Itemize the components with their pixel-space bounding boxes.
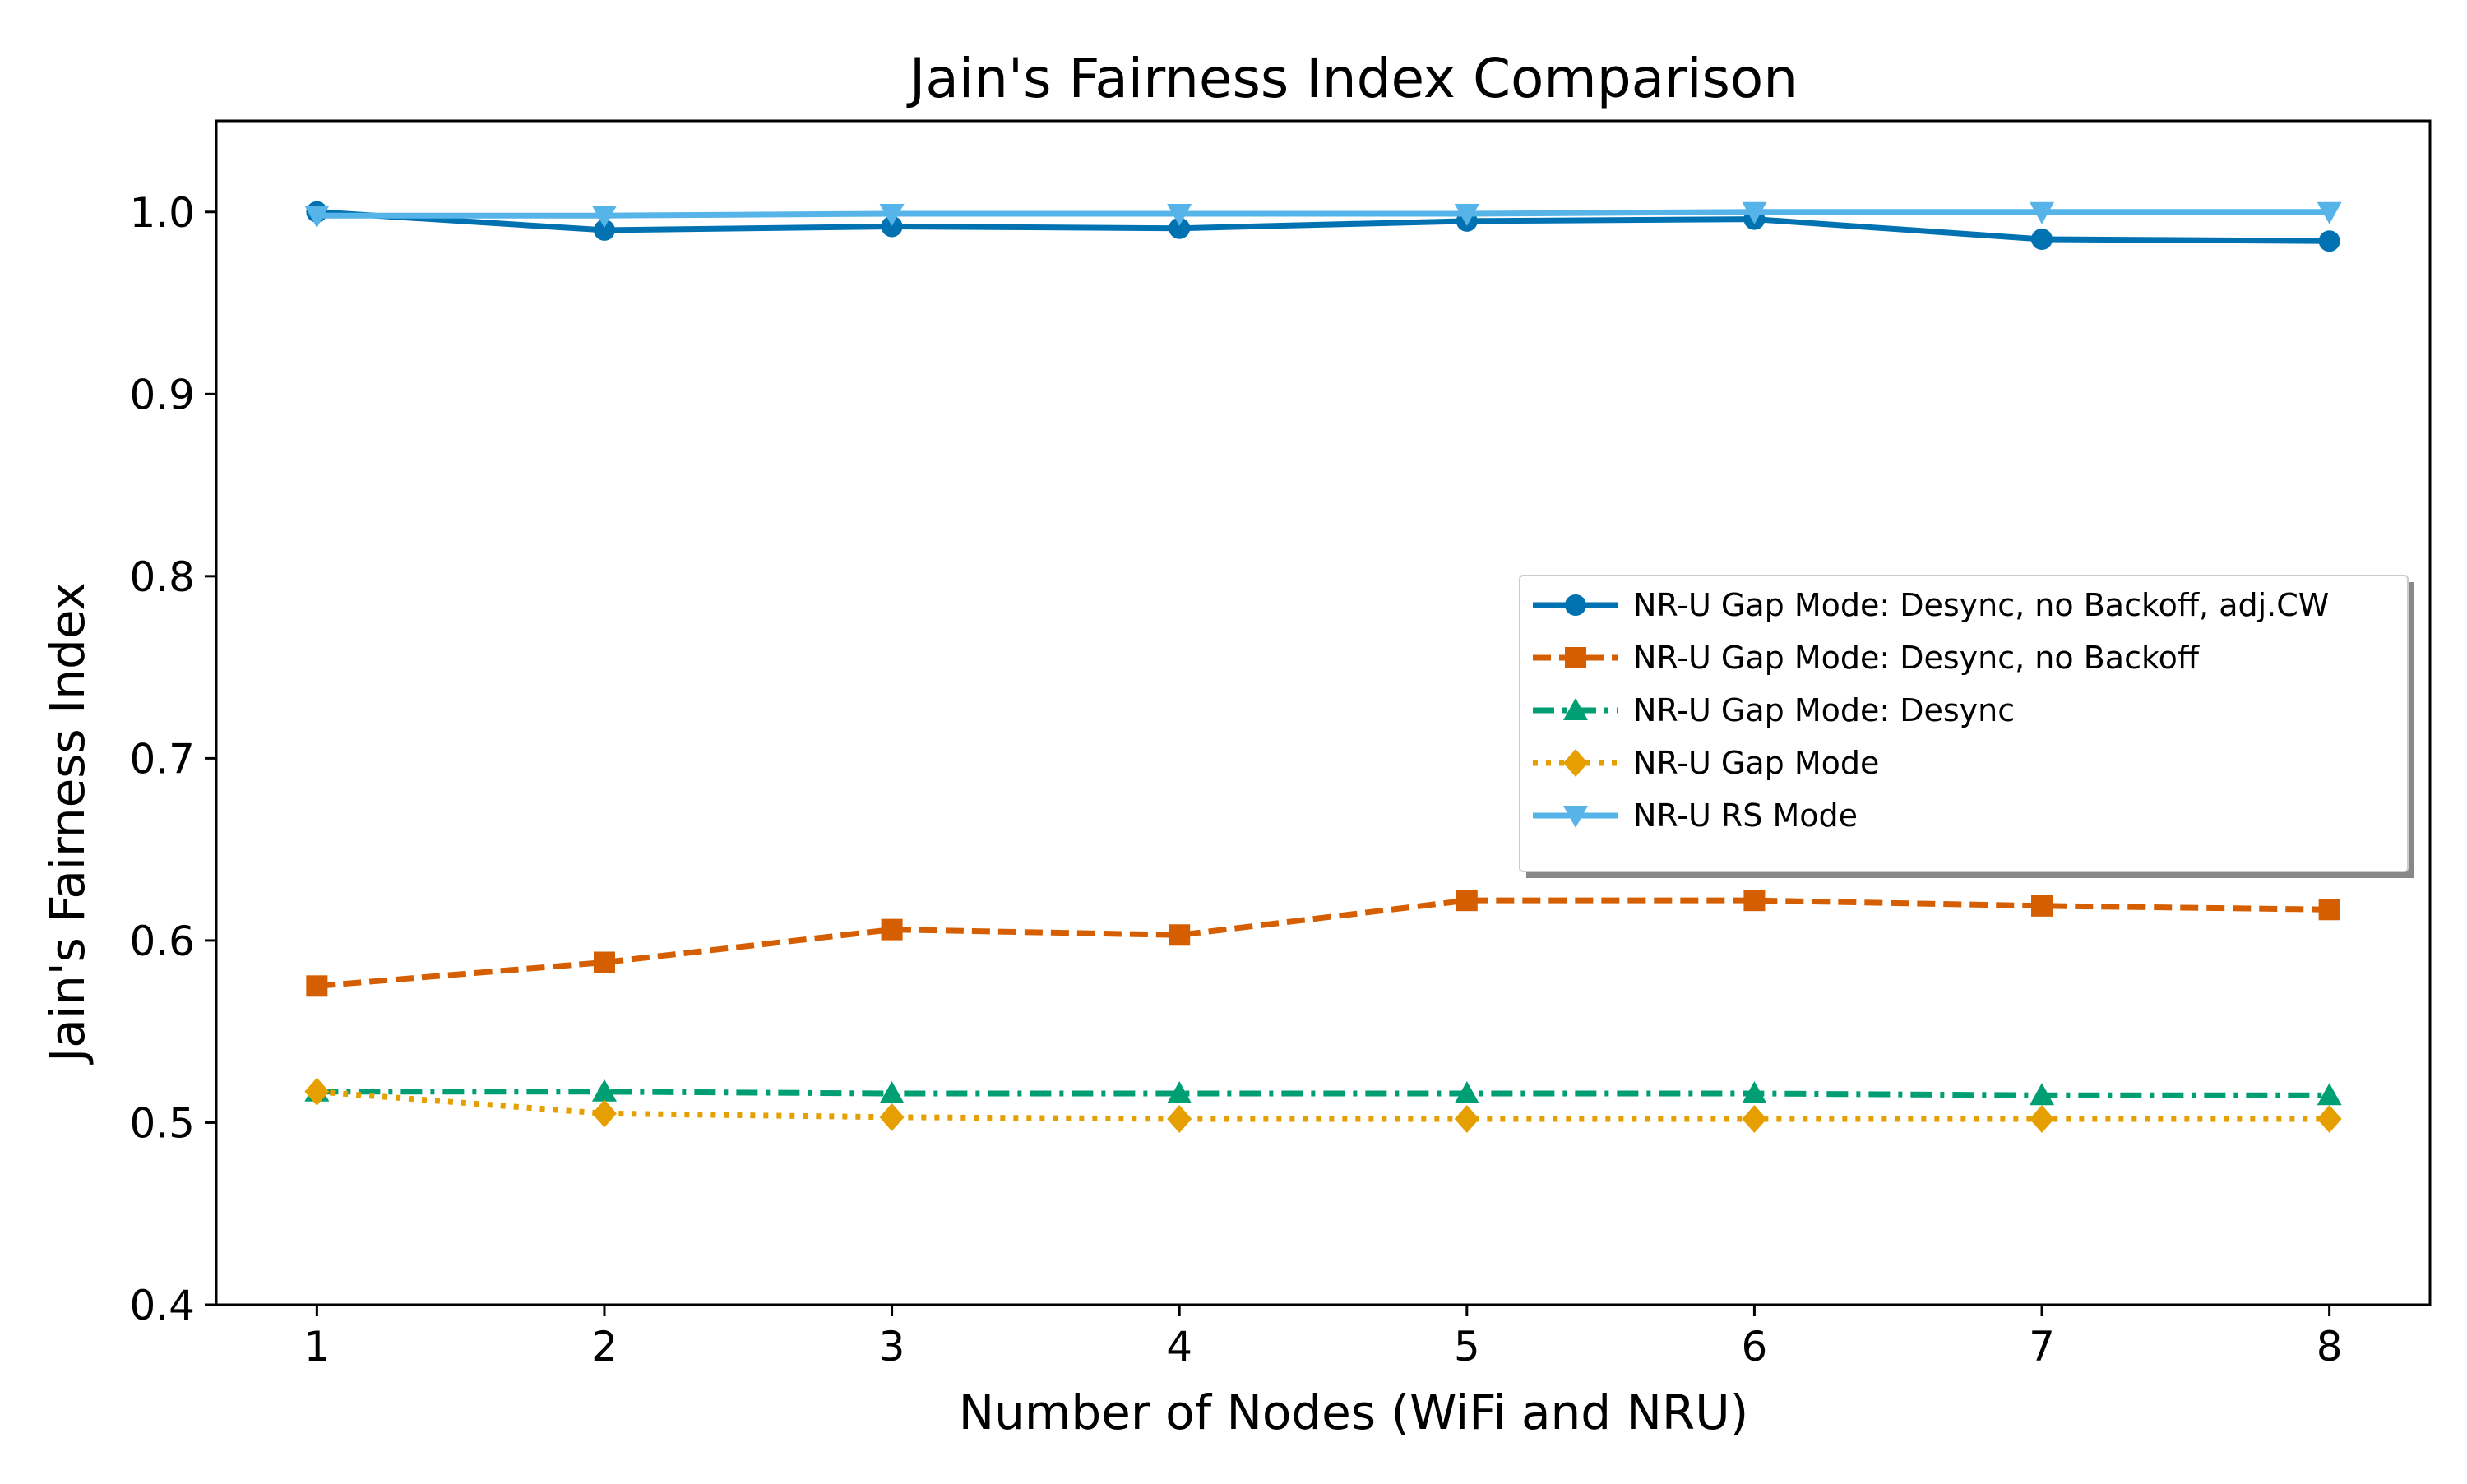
data-point: [1169, 924, 1191, 946]
data-point: [1454, 203, 1479, 226]
series-2: [306, 890, 2340, 997]
data-point: [2318, 899, 2340, 921]
data-point: [1454, 1081, 1479, 1104]
legend-marker: [1565, 647, 1586, 668]
data-point: [879, 1081, 905, 1104]
data-point: [2030, 1105, 2055, 1134]
legend-marker: [1563, 806, 1588, 828]
legend-label: NR-U Gap Mode: Desync, no Backoff, adj.C…: [1633, 587, 2329, 623]
data-point: [306, 975, 328, 997]
data-point: [2031, 229, 2053, 250]
legend-box: [1519, 575, 2409, 872]
data-point: [1167, 203, 1192, 226]
legend-label: NR-U RS Mode: [1633, 797, 1858, 834]
series-line: [317, 1089, 2330, 1098]
y-tick-label: 1.0: [129, 189, 195, 237]
legend-marker: [1563, 749, 1588, 777]
y-tick-label: 0.9: [129, 371, 195, 418]
data-point: [879, 1103, 905, 1131]
y-tick-label: 0.8: [129, 553, 195, 601]
y-tick-label: 0.5: [129, 1099, 195, 1147]
data-point: [1454, 1105, 1479, 1134]
legend-item: NR-U Gap Mode: Desync, no Backoff, adj.C…: [1533, 587, 2329, 623]
x-tick-label: 4: [1166, 1323, 1192, 1371]
data-point: [1742, 1081, 1767, 1104]
x-tick-label: 6: [1742, 1323, 1768, 1371]
x-tick-label: 1: [303, 1323, 330, 1371]
data-point: [1743, 890, 1766, 912]
series-line: [317, 209, 2330, 219]
legend: NR-U Gap Mode: Desync, no Backoff, adj.C…: [1519, 575, 2414, 878]
data-point: [1742, 1105, 1767, 1134]
plot-area: 1 2 3 4 5 6 7 8 0.4 0.5 0.6 0.7 0.8 0.9 1.0: [129, 119, 2432, 1371]
legend-label: NR-U Gap Mode: Desync: [1633, 692, 2015, 728]
data-point: [2317, 1105, 2342, 1134]
x-tick-label: 3: [879, 1323, 905, 1371]
legend-label: NR-U Gap Mode: [1633, 745, 1879, 781]
data-point: [879, 203, 905, 226]
data-point: [2031, 895, 2053, 917]
data-point: [304, 1077, 330, 1106]
data-point: [2030, 201, 2055, 224]
x-tick-label: 8: [2317, 1323, 2343, 1371]
data-point: [1742, 201, 1767, 224]
data-point: [1456, 890, 1478, 912]
data-point: [591, 1099, 617, 1128]
series-line: [317, 209, 2330, 244]
legend-item: NR-U Gap Mode: [1533, 745, 1879, 781]
legend-label: NR-U Gap Mode: Desync, no Backoff: [1633, 640, 2200, 676]
legend-marker: [1563, 698, 1588, 720]
data-point: [2317, 1083, 2342, 1106]
series-line: [317, 897, 2330, 989]
data-point: [593, 219, 615, 241]
data-point: [591, 1079, 617, 1102]
data-point: [591, 206, 617, 229]
y-tick-label: 0.6: [129, 918, 195, 965]
series-3: [304, 1079, 2342, 1106]
data-point: [2030, 1083, 2055, 1106]
y-axis-label: Jain's Fairness Index: [39, 582, 95, 1065]
data-point: [593, 951, 615, 973]
legend-item: NR-U Gap Mode: Desync: [1533, 692, 2015, 728]
series-4: [304, 1077, 2342, 1134]
data-point: [1167, 1081, 1192, 1104]
series-5: [304, 201, 2342, 229]
x-tick-label: 5: [1454, 1323, 1480, 1371]
data-point: [881, 215, 903, 238]
data-point: [1167, 1105, 1192, 1134]
legend-item: NR-U Gap Mode: Desync, no Backoff: [1533, 640, 2200, 676]
legend-item: NR-U RS Mode: [1533, 797, 1858, 834]
y-tick-label: 0.7: [129, 735, 195, 783]
series-1: [306, 201, 2340, 252]
data-point: [1169, 217, 1191, 239]
chart-title: Jain's Fairness Index Comparison: [906, 47, 1798, 110]
data-point: [2318, 230, 2340, 252]
x-tick-label: 7: [2029, 1323, 2055, 1371]
data-point: [881, 918, 903, 941]
x-axis-label: Number of Nodes (WiFi and NRU): [959, 1385, 1749, 1440]
y-tick-label: 0.4: [129, 1282, 195, 1329]
data-point: [2317, 201, 2342, 224]
legend-marker: [1565, 594, 1586, 616]
x-tick-label: 2: [591, 1323, 618, 1371]
plot-frame: [215, 119, 2432, 1306]
data-point: [304, 206, 330, 229]
